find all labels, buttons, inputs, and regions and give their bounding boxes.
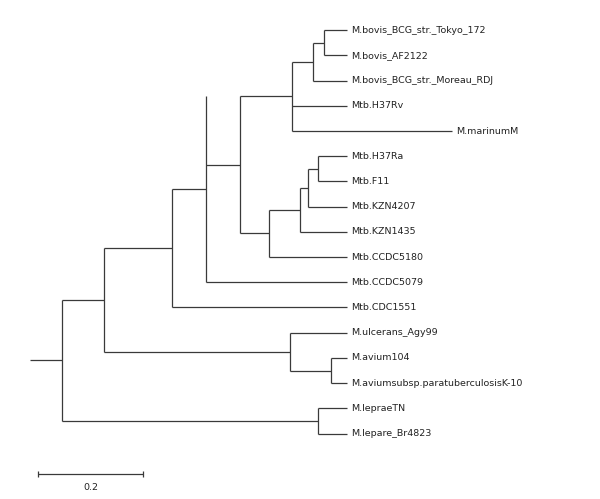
Text: M.ulcerans_Agy99: M.ulcerans_Agy99	[352, 328, 438, 337]
Text: Mtb.KZN1435: Mtb.KZN1435	[352, 228, 416, 237]
Text: M.avium104: M.avium104	[352, 353, 410, 362]
Text: M.bovis_BCG_str._Tokyo_172: M.bovis_BCG_str._Tokyo_172	[352, 25, 486, 34]
Text: Mtb.F11: Mtb.F11	[352, 177, 389, 186]
Text: M.bovis_AF2122: M.bovis_AF2122	[352, 51, 428, 60]
Text: Mtb.CCDC5180: Mtb.CCDC5180	[352, 252, 424, 261]
Text: Mtb.CDC1551: Mtb.CDC1551	[352, 303, 416, 312]
Text: M.lepare_Br4823: M.lepare_Br4823	[352, 429, 431, 438]
Text: M.lepraeTN: M.lepraeTN	[352, 404, 406, 413]
Text: M.marinumM: M.marinumM	[456, 127, 518, 136]
Text: Mtb.H37Rv: Mtb.H37Rv	[352, 101, 404, 110]
Text: Mtb.CCDC5079: Mtb.CCDC5079	[352, 278, 424, 287]
Text: 0.2: 0.2	[83, 483, 98, 492]
Text: M.aviumsubsp.paratuberculosisK-10: M.aviumsubsp.paratuberculosisK-10	[352, 379, 523, 388]
Text: Mtb.H37Ra: Mtb.H37Ra	[352, 152, 404, 161]
Text: Mtb.KZN4207: Mtb.KZN4207	[352, 202, 416, 211]
Text: M.bovis_BCG_str._Moreau_RDJ: M.bovis_BCG_str._Moreau_RDJ	[352, 76, 493, 85]
